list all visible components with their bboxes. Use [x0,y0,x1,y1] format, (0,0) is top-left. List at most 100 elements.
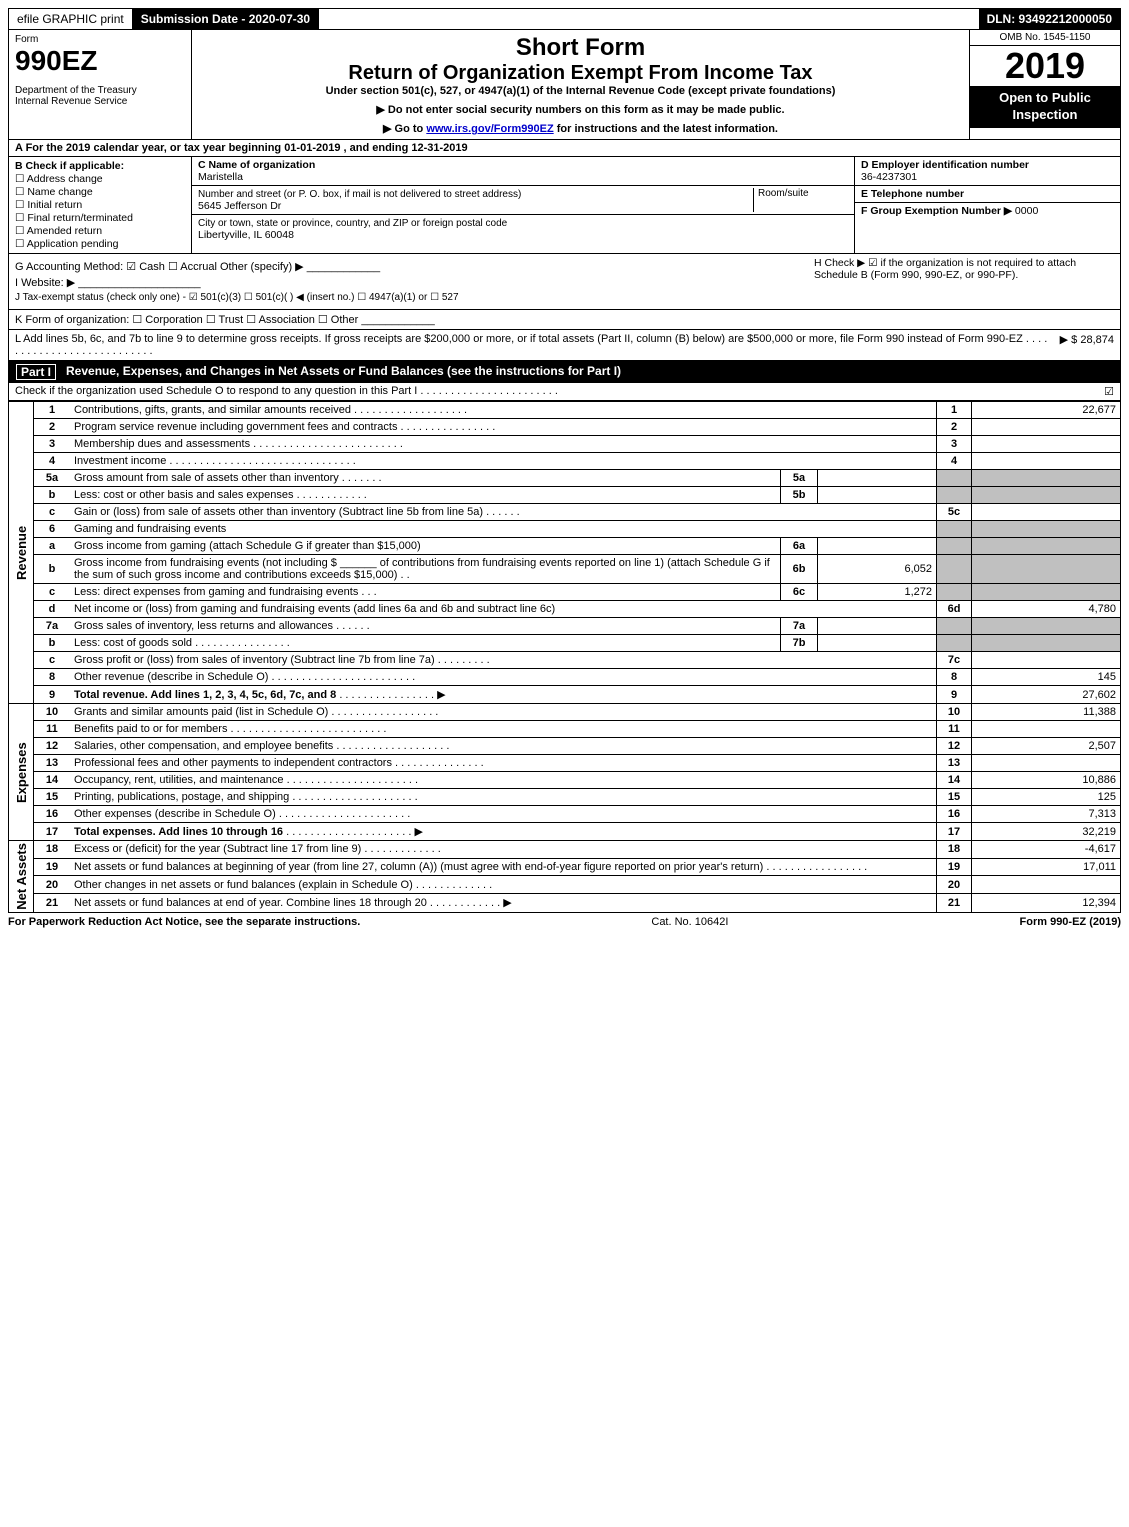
line-9-val: 27,602 [972,686,1121,704]
line-11-val [972,721,1121,738]
section-c: C Name of organization Maristella Number… [192,157,854,253]
line-18-val: -4,617 [972,841,1121,859]
chk-final[interactable]: Final return/terminated [15,212,185,224]
form-id-block: Form 990EZ Department of the Treasury In… [9,30,192,139]
line-6-desc: Gaming and fundraising events [70,521,937,538]
line-6d-desc: Net income or (loss) from gaming and fun… [74,603,555,615]
line-7b-desc: Less: cost of goods sold [74,637,192,649]
footer-left: For Paperwork Reduction Act Notice, see … [8,916,360,928]
misc-block: H Check ▶ ☑ if the organization is not r… [8,254,1121,310]
line-17-val: 32,219 [972,823,1121,841]
goto-pre: ▶ Go to [383,123,426,135]
line-2-desc: Program service revenue including govern… [74,421,397,433]
arrow-goto: ▶ Go to www.irs.gov/Form990EZ for instru… [196,122,965,135]
arrow-ssn: ▶ Do not enter social security numbers o… [196,103,965,116]
chk-pending[interactable]: Application pending [15,238,185,250]
title-sub: Return of Organization Exempt From Incom… [196,62,965,85]
org-name: Maristella [198,171,243,183]
chk-amended[interactable]: Amended return [15,225,185,237]
line-6c-desc: Less: direct expenses from gaming and fu… [74,586,358,598]
line-4-val [972,453,1121,470]
line-9-desc: Total revenue. Add lines 1, 2, 3, 4, 5c,… [74,689,336,701]
line-5b-mini [818,487,937,504]
part-i-table: Revenue 1Contributions, gifts, grants, a… [8,401,1121,913]
line-13-val [972,755,1121,772]
part-i-checkbox[interactable]: ☑ [1104,385,1114,398]
form-header: Form 990EZ Department of the Treasury In… [8,30,1121,140]
line-17-arrow: ▶ [414,826,422,838]
irs-label: Internal Revenue Service [15,96,185,107]
line-15-desc: Printing, publications, postage, and shi… [74,791,289,803]
line-5c-desc: Gain or (loss) from sale of assets other… [74,506,483,518]
efile-label: efile GRAPHIC print [9,9,133,29]
part-i-header: Part I Revenue, Expenses, and Changes in… [8,361,1121,383]
c-name-label: C Name of organization [198,159,315,171]
line-15-val: 125 [972,789,1121,806]
chk-initial[interactable]: Initial return [15,199,185,211]
street-label: Number and street (or P. O. box, if mail… [198,189,521,200]
form-word: Form [15,34,185,45]
group-exempt-label: F Group Exemption Number ▶ [861,205,1012,217]
ein-value: 36-4237301 [861,171,917,183]
line-5a-desc: Gross amount from sale of assets other t… [74,472,339,484]
city-label: City or town, state or province, country… [198,218,507,229]
line-19-desc: Net assets or fund balances at beginning… [74,861,763,873]
part-i-label: Part I [16,364,56,380]
line-l-row: L Add lines 5b, 6c, and 7b to line 9 to … [8,330,1121,361]
line-h: H Check ▶ ☑ if the organization is not r… [814,257,1114,281]
line-19-val: 17,011 [972,858,1121,876]
tax-year: 2019 [970,46,1120,86]
line-7c-val [972,652,1121,669]
footer-right: Form 990-EZ (2019) [1020,916,1121,928]
line-3-desc: Membership dues and assessments [74,438,250,450]
chk-address[interactable]: Address change [15,173,185,185]
line-13-desc: Professional fees and other payments to … [74,757,392,769]
title-main: Short Form [196,34,965,62]
line-6a-desc: Gross income from gaming (attach Schedul… [74,540,421,552]
line-21-arrow: ▶ [503,897,511,909]
netassets-vlabel: Net Assets [9,841,34,913]
submission-date: Submission Date - 2020-07-30 [133,9,319,29]
room-suite-label: Room/suite [753,188,848,212]
line-k-row: K Form of organization: ☐ Corporation ☐ … [8,310,1121,330]
line-9-arrow: ▶ [437,689,445,701]
line-20-val [972,876,1121,894]
expenses-vlabel: Expenses [9,704,34,841]
line-16-desc: Other expenses (describe in Schedule O) [74,808,276,820]
line-6d-val: 4,780 [972,601,1121,618]
omb-no: OMB No. 1545-1150 [970,30,1120,46]
section-d: D Employer identification number 36-4237… [854,157,1120,253]
b-label: B Check if applicable: [15,160,185,172]
line-1-desc: Contributions, gifts, grants, and simila… [74,404,351,416]
line-a: A For the 2019 calendar year, or tax yea… [8,140,1121,157]
line-10-val: 11,388 [972,704,1121,721]
line-20-desc: Other changes in net assets or fund bala… [74,879,413,891]
line-7b-mini [818,635,937,652]
line-12-val: 2,507 [972,738,1121,755]
line-8-desc: Other revenue (describe in Schedule O) [74,671,268,683]
open-inspection: Open to Public Inspection [970,86,1120,128]
line-7a-mini [818,618,937,635]
phone-label: E Telephone number [861,188,964,200]
line-21-desc: Net assets or fund balances at end of ye… [74,897,427,909]
footer-mid: Cat. No. 10642I [651,916,728,928]
line-l-amount: ▶ $ 28,874 [1060,333,1114,357]
line-k: K Form of organization: ☐ Corporation ☐ … [15,314,435,326]
chk-name[interactable]: Name change [15,186,185,198]
section-b: B Check if applicable: Address change Na… [9,157,192,253]
line-2-val [972,419,1121,436]
line-5a-mini [818,470,937,487]
part-i-title: Revenue, Expenses, and Changes in Net As… [66,364,621,380]
ein-label: D Employer identification number [861,159,1029,171]
line-4-desc: Investment income [74,455,166,467]
line-6a-mini [818,538,937,555]
line-17-desc: Total expenses. Add lines 10 through 16 [74,826,283,838]
goto-post: for instructions and the latest informat… [557,123,778,135]
line-l-text: L Add lines 5b, 6c, and 7b to line 9 to … [15,333,1052,357]
line-8-val: 145 [972,669,1121,686]
irs-link[interactable]: www.irs.gov/Form990EZ [426,123,553,135]
line-5c-val [972,504,1121,521]
line-14-val: 10,886 [972,772,1121,789]
line-1-val: 22,677 [972,402,1121,419]
dept-treasury: Department of the Treasury [15,85,185,96]
